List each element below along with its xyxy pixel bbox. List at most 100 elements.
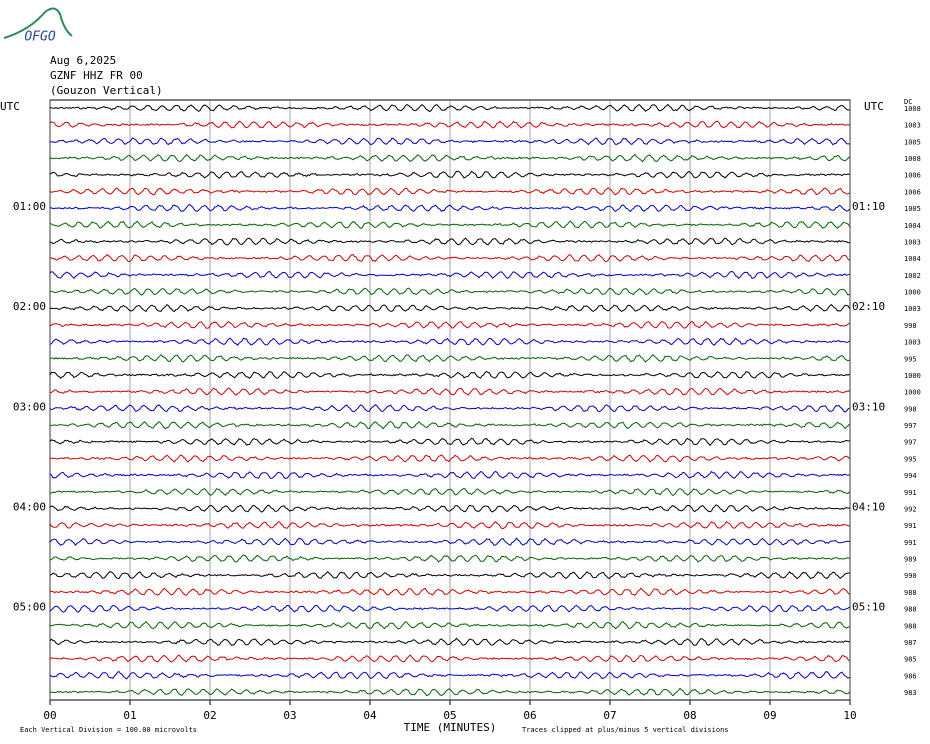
trace: [49, 470, 850, 480]
dc-value: 1003: [904, 238, 921, 246]
trace: [49, 137, 850, 146]
dc-value: 990: [904, 572, 917, 580]
trace: [49, 303, 850, 313]
trace: [49, 537, 850, 547]
x-tick-label: 06: [523, 709, 536, 722]
dc-value: 1002: [904, 272, 921, 280]
dc-value: 1005: [904, 205, 921, 213]
x-tick-label: 01: [123, 709, 136, 722]
dc-value: 988: [904, 606, 917, 614]
dc-value: 986: [904, 672, 917, 680]
trace: [49, 504, 850, 513]
subtitle: GZNF HHZ FR 00: [50, 69, 143, 82]
x-tick-label: 00: [43, 709, 56, 722]
trace: [49, 654, 850, 663]
row-label-right: 03:10: [852, 400, 885, 413]
trace: [49, 120, 850, 129]
row-label-left: 01:00: [13, 200, 46, 213]
row-label-left: 03:00: [13, 400, 46, 413]
trace: [49, 687, 850, 697]
trace: [49, 337, 850, 346]
x-tick-label: 03: [283, 709, 296, 722]
trace: [49, 370, 850, 379]
trace: [49, 404, 850, 413]
row-label-right: 01:10: [852, 200, 885, 213]
trace: [49, 554, 850, 563]
dc-value: 995: [904, 455, 917, 463]
trace: [49, 604, 850, 613]
x-tick-label: 05: [443, 709, 456, 722]
dc-value: 997: [904, 422, 917, 430]
trace: [49, 320, 850, 330]
dc-value: 998: [904, 322, 917, 330]
dc-value: 1000: [904, 289, 921, 297]
dc-value: 994: [904, 472, 917, 480]
footer-left: Each Vertical Division = 100.00 microvol…: [20, 726, 197, 734]
dc-value: 998: [904, 405, 917, 413]
row-label-right: 02:10: [852, 300, 885, 313]
dc-value: 1004: [904, 255, 921, 263]
dc-value: 1008: [904, 155, 921, 163]
dc-value: 1006: [904, 188, 921, 196]
title: Aug 6,2025: [50, 54, 116, 67]
x-tick-label: 04: [363, 709, 377, 722]
x-tick-label: 10: [843, 709, 856, 722]
x-tick-label: 07: [603, 709, 616, 722]
trace: [49, 520, 850, 530]
station: (Gouzon Vertical): [50, 84, 163, 97]
dc-value: 997: [904, 439, 917, 447]
trace: [49, 670, 850, 680]
dc-value: 992: [904, 505, 917, 513]
trace: [49, 454, 850, 463]
dc-value: 988: [904, 589, 917, 597]
dc-value: 1003: [904, 122, 921, 130]
trace: [49, 353, 850, 363]
trace: [49, 487, 850, 497]
dc-value: 1008: [904, 105, 921, 113]
trace: [49, 170, 850, 179]
dc-value: 985: [904, 656, 917, 664]
dc-value: 1003: [904, 339, 921, 347]
dc-value: 1006: [904, 172, 921, 180]
trace: [49, 237, 850, 246]
trace: [49, 420, 850, 430]
dc-value: 991: [904, 522, 917, 530]
x-axis-label: TIME (MINUTES): [404, 721, 497, 734]
logo-text: OFGO: [24, 30, 55, 45]
logo-mark: [3, 7, 73, 39]
row-label-left: 05:00: [13, 601, 46, 614]
trace: [49, 637, 850, 647]
dc-value: 1004: [904, 222, 921, 230]
dc-value: 983: [904, 689, 917, 697]
trace: [49, 387, 850, 396]
trace: [49, 187, 850, 196]
dc-value: 995: [904, 355, 917, 363]
row-label-left: 04:00: [13, 500, 46, 513]
x-tick-label: 08: [683, 709, 696, 722]
row-label-left: UTC: [0, 100, 20, 113]
row-label-right: UTC: [864, 100, 884, 113]
trace: [49, 153, 850, 163]
dc-value: 1005: [904, 138, 921, 146]
trace: [49, 587, 850, 597]
x-tick-label: 09: [763, 709, 776, 722]
dc-value: 991: [904, 539, 917, 547]
dc-value: 987: [904, 639, 917, 647]
trace: [49, 254, 850, 263]
trace: [49, 570, 850, 580]
dc-value: 991: [904, 489, 917, 497]
dc-value: 988: [904, 622, 917, 630]
dc-value: 1003: [904, 305, 921, 313]
dc-value: 1000: [904, 372, 921, 380]
footer-right: Traces clipped at plus/minus 5 vertical …: [522, 726, 729, 734]
trace: [49, 103, 850, 113]
x-tick-label: 02: [203, 709, 216, 722]
trace: [49, 203, 850, 213]
trace: [49, 620, 850, 630]
row-label-right: 04:10: [852, 500, 885, 513]
dc-value: 989: [904, 556, 917, 564]
dc-header: DC: [904, 98, 912, 106]
row-label-left: 02:00: [13, 300, 46, 313]
trace: [49, 287, 850, 296]
